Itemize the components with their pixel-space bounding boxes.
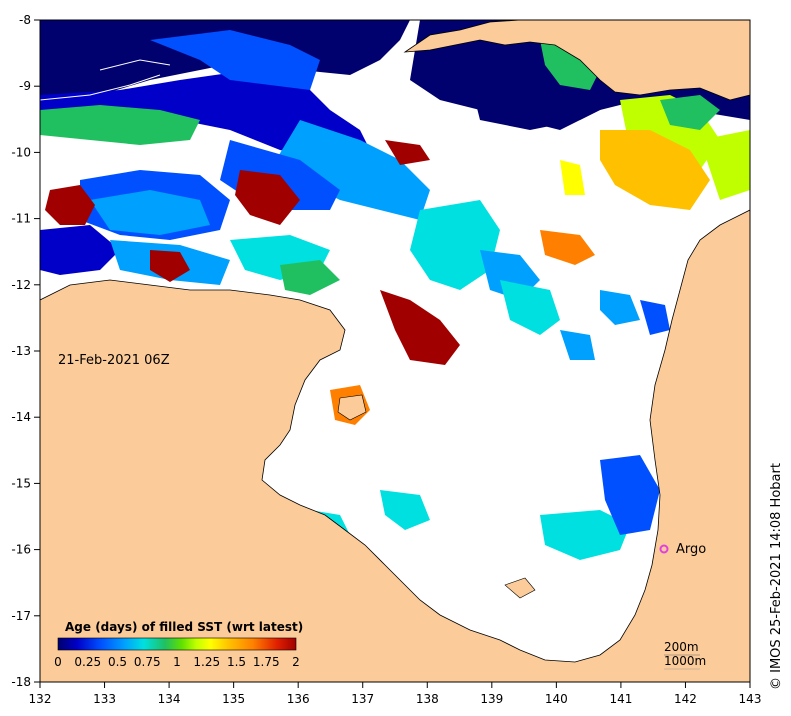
lat-tick-label: -12 bbox=[11, 278, 31, 292]
lon-tick-label: 137 bbox=[351, 692, 374, 706]
lat-tick-label: -17 bbox=[11, 609, 31, 623]
lat-tick-label: -18 bbox=[11, 675, 31, 689]
lon-tick-label: 134 bbox=[158, 692, 181, 706]
land-groote bbox=[337, 394, 367, 421]
lon-tick-label: 141 bbox=[609, 692, 632, 706]
colorbar-tick-label: 0.75 bbox=[134, 655, 161, 669]
colorbar-tick-label: 0 bbox=[54, 655, 62, 669]
latitude-axis: -8 -9 -10 -11 -12 -13 -14 -15 -16 -17 -18 bbox=[11, 13, 40, 689]
lon-tick-label: 142 bbox=[674, 692, 697, 706]
land-new-guinea bbox=[403, 20, 750, 101]
lon-tick-label: 133 bbox=[93, 692, 116, 706]
contour-1000m-label: 1000m bbox=[664, 654, 706, 668]
land-australia bbox=[40, 209, 750, 682]
colorbar-tick-label: 1.25 bbox=[193, 655, 220, 669]
lon-tick-label: 139 bbox=[480, 692, 503, 706]
lat-tick-label: -8 bbox=[19, 13, 31, 27]
colorbar-tick-label: 1.75 bbox=[253, 655, 280, 669]
lon-tick-label: 138 bbox=[416, 692, 439, 706]
lat-tick-label: -13 bbox=[11, 344, 31, 358]
lon-tick-label: 143 bbox=[739, 692, 762, 706]
lat-tick-label: -10 bbox=[11, 145, 31, 159]
credit-label: © IMOS 25-Feb-2021 14:08 Hobart bbox=[769, 463, 784, 690]
colorbar-tick-label: 1 bbox=[173, 655, 181, 669]
contour-200m-label: 200m bbox=[664, 640, 699, 654]
longitude-axis: 132 133 134 135 136 137 138 139 140 141 142 143 bbox=[29, 682, 762, 706]
lon-tick-label: 132 bbox=[29, 692, 52, 706]
colorbar-ramp bbox=[57, 637, 297, 651]
lat-tick-label: -14 bbox=[11, 410, 31, 424]
colorbar-tick-label: 0.5 bbox=[108, 655, 127, 669]
lon-tick-label: 140 bbox=[545, 692, 568, 706]
colorbar-tick-label: 1.5 bbox=[227, 655, 246, 669]
argo-label: Argo bbox=[676, 542, 706, 557]
colorbar-tick-label: 2 bbox=[292, 655, 300, 669]
lon-tick-label: 135 bbox=[222, 692, 245, 706]
lon-tick-label: 136 bbox=[287, 692, 310, 706]
lat-tick-label: -15 bbox=[11, 476, 31, 490]
lat-tick-label: -9 bbox=[19, 79, 31, 93]
date-label: 21-Feb-2021 06Z bbox=[58, 353, 170, 368]
argo-marker-icon bbox=[659, 544, 669, 554]
colorbar-tick-label: 0.25 bbox=[74, 655, 101, 669]
colorbar-title: Age (days) of filled SST (wrt latest) bbox=[65, 620, 303, 634]
plot-area: Argo 21-Feb-2021 06Z 200m 1000m Age (day… bbox=[40, 20, 750, 682]
land-islands-north bbox=[40, 59, 171, 101]
lat-tick-label: -16 bbox=[11, 543, 31, 557]
lat-tick-label: -11 bbox=[11, 212, 31, 226]
land-wellesley bbox=[504, 577, 536, 599]
